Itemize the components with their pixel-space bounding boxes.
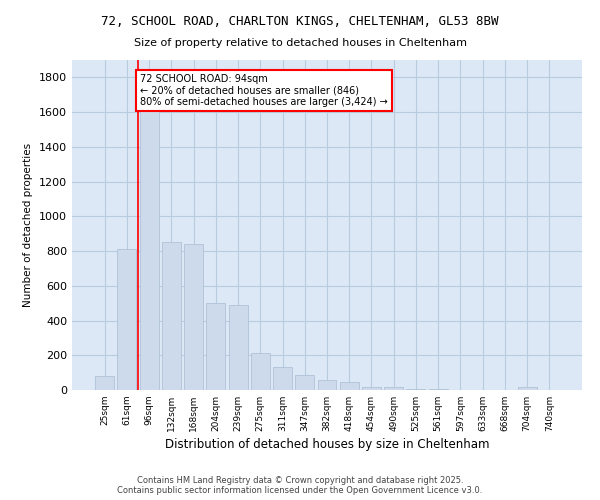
Bar [162, 242, 181, 390]
Bar [184, 244, 203, 390]
Bar [251, 352, 270, 390]
Bar [295, 375, 314, 390]
Text: Size of property relative to detached houses in Cheltenham: Size of property relative to detached ho… [133, 38, 467, 48]
Text: 72 SCHOOL ROAD: 94sqm
← 20% of detached houses are smaller (846)
80% of semi-det: 72 SCHOOL ROAD: 94sqm ← 20% of detached … [140, 74, 388, 107]
Bar [518, 387, 536, 390]
Bar [406, 389, 425, 390]
Y-axis label: Number of detached properties: Number of detached properties [23, 143, 34, 307]
X-axis label: Distribution of detached houses by size in Cheltenham: Distribution of detached houses by size … [165, 438, 489, 451]
Bar [273, 368, 292, 390]
Text: 72, SCHOOL ROAD, CHARLTON KINGS, CHELTENHAM, GL53 8BW: 72, SCHOOL ROAD, CHARLTON KINGS, CHELTEN… [101, 15, 499, 28]
Bar [206, 303, 225, 390]
Bar [384, 388, 403, 390]
Bar [317, 380, 337, 390]
Bar [362, 386, 381, 390]
Bar [229, 305, 248, 390]
Text: Contains HM Land Registry data © Crown copyright and database right 2025.
Contai: Contains HM Land Registry data © Crown c… [118, 476, 482, 495]
Bar [140, 96, 158, 390]
Bar [95, 376, 114, 390]
Bar [340, 382, 359, 390]
Bar [118, 250, 136, 390]
